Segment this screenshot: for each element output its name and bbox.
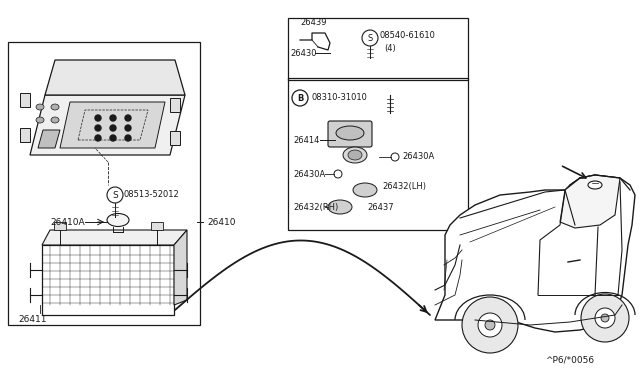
Polygon shape xyxy=(30,95,185,155)
Polygon shape xyxy=(20,93,30,107)
Polygon shape xyxy=(60,102,165,148)
Polygon shape xyxy=(170,131,180,145)
Circle shape xyxy=(601,314,609,322)
Polygon shape xyxy=(435,175,635,332)
Polygon shape xyxy=(45,60,185,95)
Bar xyxy=(151,222,163,230)
Polygon shape xyxy=(174,230,187,305)
Text: 08513-52012: 08513-52012 xyxy=(123,189,179,199)
Bar xyxy=(8,42,200,325)
Circle shape xyxy=(595,308,615,328)
Ellipse shape xyxy=(348,150,362,160)
Circle shape xyxy=(110,135,116,141)
Text: 26439: 26439 xyxy=(300,17,326,26)
Circle shape xyxy=(107,187,123,203)
Circle shape xyxy=(391,153,399,161)
Text: 26411: 26411 xyxy=(18,315,47,324)
Text: 26432(LH): 26432(LH) xyxy=(382,182,426,190)
Circle shape xyxy=(110,125,116,131)
Polygon shape xyxy=(38,130,60,148)
Ellipse shape xyxy=(588,181,602,189)
Circle shape xyxy=(95,125,101,131)
Circle shape xyxy=(292,90,308,106)
Circle shape xyxy=(581,294,629,342)
Text: (4): (4) xyxy=(384,44,396,52)
Polygon shape xyxy=(170,98,180,112)
Ellipse shape xyxy=(353,183,377,197)
Bar xyxy=(288,78,468,230)
Text: 26432(RH): 26432(RH) xyxy=(293,202,339,212)
Text: 26430: 26430 xyxy=(290,48,317,58)
Text: 26410: 26410 xyxy=(207,218,236,227)
Text: 08540-61610: 08540-61610 xyxy=(380,31,436,39)
Ellipse shape xyxy=(343,147,367,163)
Polygon shape xyxy=(560,175,620,228)
Text: ^P6/*0056: ^P6/*0056 xyxy=(545,356,594,365)
Circle shape xyxy=(110,115,116,121)
Circle shape xyxy=(125,135,131,141)
Circle shape xyxy=(334,170,342,178)
Text: 26414: 26414 xyxy=(293,135,319,144)
Circle shape xyxy=(478,313,502,337)
Ellipse shape xyxy=(36,104,44,110)
Text: S: S xyxy=(112,190,118,199)
Ellipse shape xyxy=(51,104,59,110)
Text: 26410A: 26410A xyxy=(50,218,84,227)
Bar xyxy=(288,18,468,80)
Circle shape xyxy=(125,125,131,131)
Circle shape xyxy=(95,135,101,141)
Circle shape xyxy=(462,297,518,353)
Ellipse shape xyxy=(328,200,352,214)
Circle shape xyxy=(95,115,101,121)
Polygon shape xyxy=(20,128,30,142)
Circle shape xyxy=(485,320,495,330)
Bar xyxy=(54,222,66,230)
Ellipse shape xyxy=(51,117,59,123)
Circle shape xyxy=(362,30,378,46)
Text: 26430A: 26430A xyxy=(402,151,435,160)
Polygon shape xyxy=(42,230,187,245)
Bar xyxy=(42,245,174,315)
Ellipse shape xyxy=(36,117,44,123)
FancyBboxPatch shape xyxy=(328,121,372,147)
Text: 08310-31010: 08310-31010 xyxy=(312,93,368,102)
Circle shape xyxy=(125,115,131,121)
Text: B: B xyxy=(297,93,303,103)
Text: 26437: 26437 xyxy=(367,202,394,212)
Text: S: S xyxy=(367,33,372,42)
Ellipse shape xyxy=(107,214,129,227)
Ellipse shape xyxy=(336,126,364,140)
Text: 26430A: 26430A xyxy=(293,170,325,179)
